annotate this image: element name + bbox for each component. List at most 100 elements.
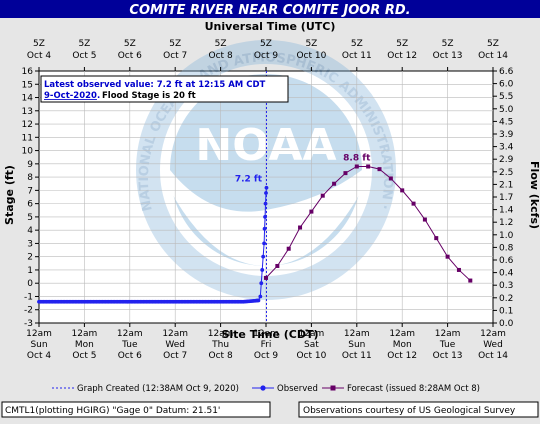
series-layer: 7.2 ft 8.8 ft [37,71,473,323]
top-tick-day: Oct 4 [27,51,51,61]
bottom-tick-time: 12am [162,329,188,339]
bottom-tick-date: Oct 5 [72,351,96,361]
flow-tick-label: 2.9 [499,155,514,165]
legend-created-label: Graph Created (12:38AM Oct 9, 2020) [77,384,239,394]
bottom-tick-dow: Wed [165,340,185,350]
stage-tick-label: 3 [27,239,33,249]
observed-point [258,294,263,299]
bottom-tick-dow: Thu [211,340,229,350]
top-tick-day: Oct 7 [163,51,187,61]
bottom-tick-time: 12am [208,329,234,339]
stage-tick-label: 15 [22,80,33,90]
bottom-tick-date: Oct 9 [254,351,278,361]
stage-tick-label: 14 [22,94,34,104]
flow-tick-label: 6.0 [499,80,514,90]
bottom-tick-date: Oct 10 [296,351,326,361]
forecast-point [468,278,473,283]
bottom-tick-date: Oct 4 [27,351,51,361]
top-tick-z: 5Z [215,39,227,49]
forecast-point [456,267,461,272]
bottom-tick-dow: Sun [30,340,47,350]
observed-point [262,226,267,231]
forecast-point [298,225,303,230]
bottom-tick-date: Oct 12 [387,351,417,361]
bottom-tick-time: 12am [117,329,143,339]
stage-tick-label: 1 [27,266,33,276]
info-date: 9-Oct-2020 [44,91,97,101]
stage-tick-label: -1 [24,292,33,302]
flow-tick-label: 1.2 [499,218,513,228]
flow-tick-label: 1.7 [499,193,513,203]
forecast-point [445,254,450,259]
forecast-point [377,167,382,172]
flow-tick-label: 3.4 [499,143,514,153]
top-tick-day: Oct 13 [433,51,463,61]
info-latest-observed: Latest observed value: 7.2 ft at 12:15 A… [44,80,266,90]
stage-tick-label: -3 [24,319,33,329]
bottom-tick-date: Oct 8 [209,351,233,361]
forecast-point [343,171,348,176]
flow-tick-label: 0.8 [499,243,514,253]
bottom-tick-dow: Wed [483,340,503,350]
info-sep: . [97,91,100,101]
footer-datum: CMTL1(plotting HGIRG) "Gage 0" Datum: 21… [5,406,220,416]
legend-observed-label: Observed [277,384,318,394]
top-tick-day: Oct 8 [209,51,233,61]
top-tick-day: Oct 12 [387,51,417,61]
bottom-tick-time: 12am [299,329,325,339]
forecast-point [264,275,268,280]
top-tick-day: Oct 10 [296,51,326,61]
top-tick-z: 5Z [396,39,408,49]
bottom-tick-time: 12am [344,329,370,339]
forecast-point [400,188,405,193]
bottom-tick-dow: Tue [439,340,456,350]
stage-tick-label: 11 [22,133,33,143]
top-tick-z: 5Z [442,39,454,49]
bottom-tick-dow: Tue [121,340,138,350]
title-bar [0,0,540,18]
chart-title: COMITE RIVER NEAR COMITE JOOR RD. [129,3,410,18]
flow-tick-label: 0.2 [499,294,513,304]
stage-tick-label: 12 [22,120,33,130]
top-tick-z: 5Z [33,39,45,49]
stage-tick-label: 7 [27,186,33,196]
top-tick-day: Oct 6 [118,51,142,61]
bottom-tick-dow: Fri [261,340,272,350]
bottom-tick-date: Oct 7 [163,351,187,361]
right-axis-label: Flow (kcfs) [528,161,540,229]
annotation-label: 8.8 ft [343,153,371,163]
flow-tick-label: 0.4 [499,269,514,279]
stage-tick-label: 6 [27,200,33,210]
observed-point [256,298,261,303]
stage-tick-label: -2 [24,306,33,316]
top-tick-day: Oct 14 [478,51,508,61]
legend-observed-marker [260,385,266,391]
stage-tick-label: 8 [27,173,33,183]
bottom-tick-time: 12am [253,329,279,339]
top-tick-z: 5Z [124,39,136,49]
top-tick-z: 5Z [351,39,363,49]
bottom-tick-date: Oct 11 [342,351,372,361]
footer-left-box [1,401,271,418]
top-tick-z: 5Z [169,39,181,49]
info-flood-stage: Flood Stage is 20 ft [102,91,196,101]
flow-tick-label: 5.5 [499,92,513,102]
forecast-point [411,201,416,206]
observed-point [264,191,268,195]
forecast-point [388,176,393,181]
bottom-tick-time: 12am [389,329,415,339]
observed-point [263,201,268,206]
flow-tick-label: 1.4 [499,206,514,216]
bottom-tick-date: Oct 14 [478,351,508,361]
forecast-point [422,217,427,222]
forecast-point [434,236,439,241]
bottom-tick-time: 12am [435,329,461,339]
legend-forecast-marker [330,385,336,391]
bottom-tick-time: 12am [26,329,52,339]
stage-tick-label: 16 [22,67,34,77]
bottom-tick-dow: Mon [393,340,412,350]
flow-tick-label: 5.0 [499,105,514,115]
flow-tick-label: 0.6 [499,256,514,266]
top-axis-label: Universal Time (UTC) [205,20,336,33]
forecast-point [309,209,314,214]
